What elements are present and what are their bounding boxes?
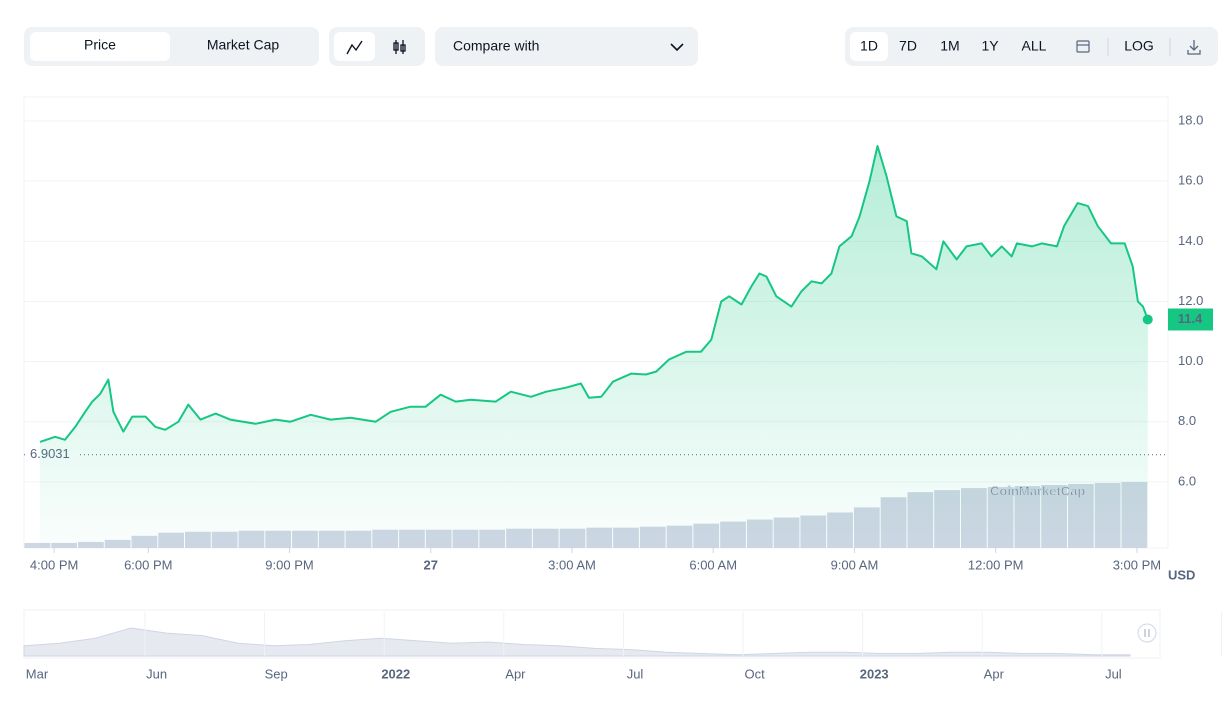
range-button[interactable]: 1D <box>860 38 878 54</box>
x-tick-label: 6:00 AM <box>689 557 737 572</box>
price-area <box>40 146 1148 548</box>
x-tick-label: 3:00 AM <box>548 557 596 572</box>
price-line <box>39 145 1149 443</box>
range-button[interactable]: 1Y <box>981 38 999 54</box>
navigator-label: Apr <box>505 666 526 681</box>
price-button[interactable] <box>30 32 170 61</box>
last-value-label: 11.4 <box>1178 311 1203 326</box>
y-tick-label: 14.0 <box>1178 233 1203 248</box>
y-tick-label: 6.0 <box>1178 473 1196 488</box>
x-tick-label: 3:00 PM <box>1113 557 1161 572</box>
dropdown-caret <box>670 43 684 52</box>
range-toggle <box>845 27 1218 66</box>
line-icon <box>346 40 363 55</box>
x-tick-label: 12:00 PM <box>968 557 1024 572</box>
range-button[interactable]: 7D <box>899 38 917 54</box>
line-button[interactable] <box>334 32 375 61</box>
navigator-label: Jun <box>146 666 167 681</box>
navigator-area <box>23 627 1131 657</box>
y-tick-label: 8.0 <box>1178 413 1196 428</box>
y-tick-label: 18.0 <box>1178 112 1203 127</box>
volume-bar <box>24 542 51 548</box>
currency-label: USD <box>1168 567 1195 582</box>
download-icon[interactable] <box>1187 40 1201 55</box>
navigator-label: Jul <box>1105 666 1122 681</box>
navigator-label: Oct <box>744 666 765 681</box>
range-button[interactable]: ALL <box>1022 38 1047 54</box>
navigator-label: Jul <box>627 666 644 681</box>
navigator-label: Mar <box>26 666 49 681</box>
y-tick-label: 16.0 <box>1178 173 1203 188</box>
compare-label: Compare with <box>453 38 539 54</box>
calendar-icon[interactable] <box>1076 40 1090 53</box>
x-tick-label: 27 <box>424 557 438 572</box>
navigator-label: Sep <box>265 666 288 681</box>
x-tick-label: 4:00 PM <box>30 557 78 572</box>
navigator-label: 2023 <box>860 666 889 681</box>
y-tick-label: 10.0 <box>1178 353 1203 368</box>
price-label: Price <box>84 37 116 53</box>
log-button[interactable]: LOG <box>1124 38 1154 54</box>
x-tick-label: 6:00 PM <box>124 557 172 572</box>
range-button[interactable]: 1M <box>940 38 959 54</box>
x-tick-label: 9:00 AM <box>831 557 879 572</box>
navigator-handle[interactable] <box>1137 623 1157 643</box>
last-badge <box>1168 308 1213 331</box>
x-tick-label: 9:00 PM <box>265 557 313 572</box>
compare-dropdown[interactable] <box>435 27 698 66</box>
candle-icon[interactable] <box>393 40 406 54</box>
navigator-label: Apr <box>984 666 1005 681</box>
market-cap-button[interactable]: Market Cap <box>207 37 280 53</box>
range-active <box>850 32 888 61</box>
navigator-label: 2022 <box>381 666 410 681</box>
last-point <box>1142 314 1153 325</box>
y-tick-label: 12.0 <box>1178 293 1203 308</box>
